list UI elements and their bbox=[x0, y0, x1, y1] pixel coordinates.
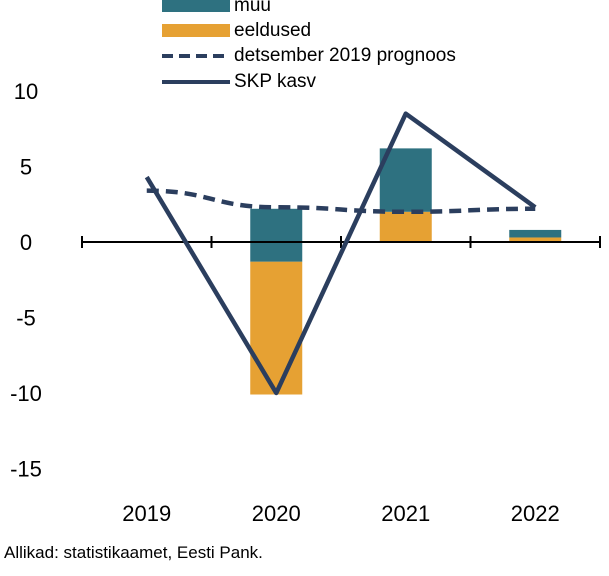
legend-label-skp-kasv: SKP kasv bbox=[234, 71, 317, 92]
source-note: Allikad: statistikaamet, Eesti Pank. bbox=[4, 543, 263, 562]
y-tick-label: 10 bbox=[14, 79, 38, 104]
bar-muu-2022 bbox=[509, 229, 562, 238]
legend-item-muu: muu bbox=[160, 0, 500, 18]
bar-muu-2020 bbox=[250, 208, 303, 242]
bar-muu-2020 bbox=[250, 242, 303, 262]
legend-item-eeldused: eeldused bbox=[160, 19, 500, 43]
legend-swatch-eeldused bbox=[162, 24, 230, 37]
x-tick-label-2019: 2019 bbox=[122, 501, 171, 526]
bar-eeldused-2022 bbox=[509, 237, 562, 242]
bar-eeldused-2020 bbox=[250, 261, 303, 395]
bar-eeldused-2021 bbox=[379, 211, 432, 242]
y-tick-label: -15 bbox=[10, 457, 42, 482]
line-skp-kasv bbox=[144, 111, 537, 396]
line-prognoos bbox=[146, 188, 536, 215]
legend-label-eeldused: eeldused bbox=[234, 20, 312, 41]
y-tick-label: -10 bbox=[10, 381, 42, 406]
legend-swatch-skp-kasv bbox=[162, 80, 230, 84]
x-tick-label-2021: 2021 bbox=[381, 501, 430, 526]
legend-item-prognoos: detsember 2019 prognoos bbox=[160, 44, 500, 68]
bar-muu-2021 bbox=[379, 148, 432, 212]
legend-item-skp-kasv: SKP kasv bbox=[160, 70, 500, 94]
y-tick-label: 5 bbox=[20, 155, 32, 180]
y-tick-label: 0 bbox=[20, 230, 32, 255]
x-tick-label-2020: 2020 bbox=[252, 501, 301, 526]
legend-swatch-prognoos bbox=[162, 54, 230, 58]
legend-swatch-muu bbox=[162, 0, 230, 12]
legend-label-prognoos: detsember 2019 prognoos bbox=[234, 45, 456, 66]
legend-label-muu: muu bbox=[234, 0, 271, 16]
y-tick-label: -5 bbox=[16, 306, 36, 331]
x-tick-label-2022: 2022 bbox=[511, 501, 560, 526]
